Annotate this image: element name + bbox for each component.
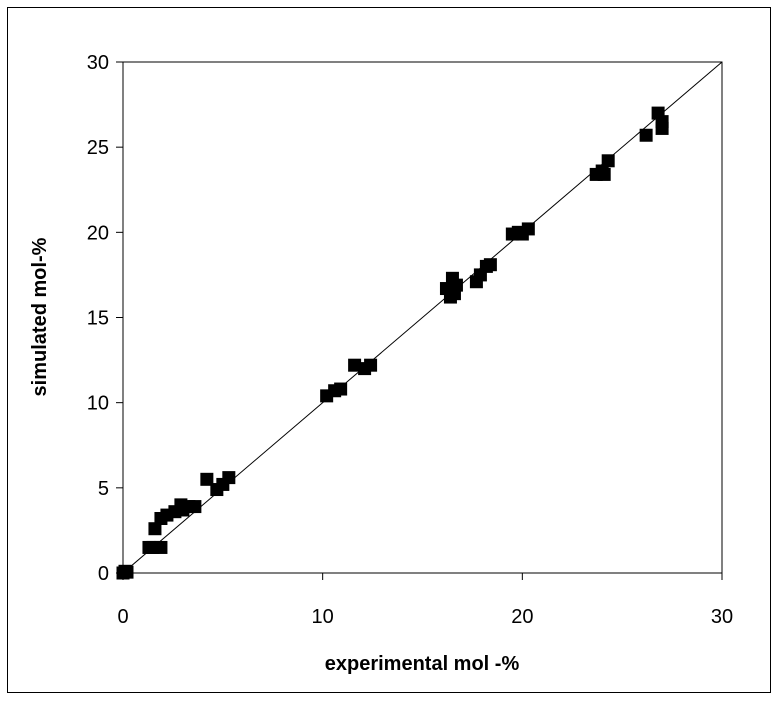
data-point bbox=[639, 128, 653, 142]
y-tick-label: 10 bbox=[87, 393, 109, 415]
data-point bbox=[148, 522, 162, 536]
data-point bbox=[597, 167, 611, 181]
y-tick-label: 25 bbox=[87, 137, 109, 159]
data-point bbox=[222, 471, 236, 485]
data-point bbox=[601, 154, 615, 168]
data-point bbox=[154, 540, 168, 554]
y-tick-label: 20 bbox=[87, 222, 109, 244]
data-point bbox=[188, 500, 202, 514]
chart-border bbox=[7, 7, 771, 693]
y-tick-label: 5 bbox=[98, 478, 109, 500]
data-point bbox=[521, 222, 535, 236]
data-point bbox=[364, 358, 378, 372]
x-tick-label: 20 bbox=[511, 606, 533, 628]
data-point bbox=[334, 382, 348, 396]
x-tick-label: 10 bbox=[312, 606, 334, 628]
y-tick-label: 15 bbox=[87, 308, 109, 330]
y-tick-label: 0 bbox=[98, 563, 109, 585]
x-tick-label: 0 bbox=[117, 606, 128, 628]
data-point bbox=[655, 115, 669, 129]
x-axis-title: experimental mol -% bbox=[325, 653, 520, 675]
data-point bbox=[483, 258, 497, 272]
data-point bbox=[120, 565, 134, 579]
data-point bbox=[348, 358, 362, 372]
y-tick-label: 30 bbox=[87, 52, 109, 74]
x-tick-label: 30 bbox=[711, 606, 733, 628]
data-point bbox=[200, 472, 214, 486]
y-axis-title: simulated mol-% bbox=[29, 237, 51, 396]
points-layer bbox=[116, 106, 669, 580]
data-point bbox=[449, 278, 463, 292]
